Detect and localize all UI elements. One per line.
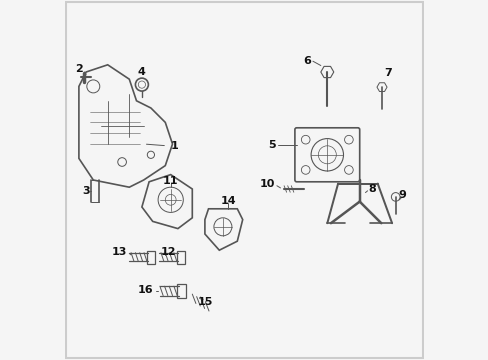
Bar (177, 251, 184, 264)
Text: 2: 2 (75, 64, 82, 75)
Text: 9: 9 (397, 190, 406, 200)
Bar (177, 284, 185, 298)
Text: 15: 15 (197, 297, 212, 307)
Text: 5: 5 (268, 140, 276, 150)
Text: 1: 1 (170, 141, 178, 151)
Text: 11: 11 (163, 176, 178, 186)
Text: 10: 10 (259, 179, 275, 189)
Bar (146, 251, 155, 264)
Text: 3: 3 (82, 186, 90, 196)
Text: 6: 6 (303, 56, 310, 66)
Text: 4: 4 (138, 67, 145, 77)
Text: 13: 13 (112, 247, 127, 257)
Text: 8: 8 (368, 184, 376, 194)
Text: 14: 14 (220, 196, 236, 206)
Text: 12: 12 (161, 247, 176, 257)
Text: 16: 16 (138, 285, 153, 295)
Text: 7: 7 (384, 68, 391, 78)
